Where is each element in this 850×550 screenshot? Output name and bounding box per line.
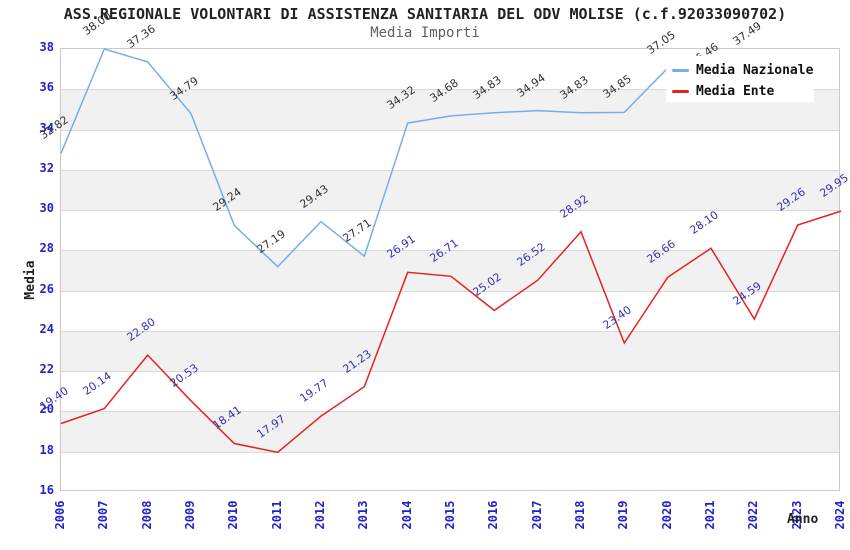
- x-tick-label: 2012: [313, 500, 327, 530]
- gridline: [61, 330, 839, 332]
- legend-item-media-ente: Media Ente: [672, 83, 814, 100]
- x-tick-label: 2022: [746, 500, 761, 530]
- x-tick-label: 2021: [703, 500, 717, 530]
- gridline: [61, 411, 839, 413]
- x-tick-label: 2024: [833, 500, 847, 530]
- x-tick-label: 2007: [96, 500, 111, 530]
- shaded-band: [61, 330, 839, 372]
- chart-title: ASS.REGIONALE VOLONTARI DI ASSISTENZA SA…: [63, 5, 787, 23]
- y-tick-label: 24: [39, 321, 54, 336]
- gridline: [61, 169, 839, 171]
- shaded-band: [61, 411, 839, 452]
- y-tick-label: 26: [39, 281, 54, 296]
- legend-item-media-nazionale: Media Nazionale: [672, 62, 814, 79]
- x-tick-label: 2014: [399, 500, 414, 530]
- series-line-media-ente: [60, 210, 842, 454]
- x-axis-title: Anno: [787, 512, 819, 527]
- blue-line-swatch-icon: [672, 69, 689, 72]
- gridline: [61, 210, 839, 212]
- plot-area: 32.82 38.00 37.36 34.79 29.24 27.19 29.43 27.71…: [38, 9, 850, 491]
- y-tick-label: 30: [39, 201, 54, 216]
- legend-label-media-ente: Media Ente: [696, 84, 775, 99]
- series-line-media-nazionale: [60, 48, 755, 268]
- x-tick-label: 2008: [139, 500, 154, 530]
- x-tick-label: 2011: [269, 500, 284, 530]
- x-tick-label: 2020: [659, 500, 674, 530]
- x-tick-label: 2018: [573, 500, 587, 530]
- y-tick-label: 36: [39, 80, 54, 95]
- gridline: [61, 371, 839, 373]
- x-tick-label: 2017: [529, 500, 544, 530]
- x-tick-label: 2006: [53, 500, 67, 530]
- y-tick-label: 18: [39, 442, 54, 457]
- gridline: [61, 451, 839, 453]
- shaded-band: [61, 250, 839, 291]
- chart-subtitle: Media Importi: [370, 25, 480, 41]
- y-tick-label: 16: [39, 483, 54, 497]
- y-tick-label: 34: [39, 120, 54, 135]
- gridline: [61, 89, 839, 91]
- x-tick-label: 2016: [486, 500, 501, 530]
- y-tick-label: 28: [39, 241, 54, 256]
- x-tick-label: 2019: [616, 500, 631, 530]
- shaded-band: [61, 169, 839, 211]
- x-tick-label: 2013: [356, 500, 371, 530]
- y-tick-label: 22: [39, 362, 54, 377]
- y-tick-label: 38: [39, 40, 54, 54]
- legend: Media Nazionale Media Ente: [666, 56, 814, 102]
- legend-label-media-nazionale: Media Nazionale: [696, 63, 814, 78]
- x-tick-label: 2010: [226, 500, 241, 530]
- x-tick-label: 2015: [443, 500, 457, 530]
- red-line-swatch-icon: [672, 90, 689, 93]
- y-tick-label: 32: [39, 160, 54, 175]
- gridline: [61, 129, 839, 131]
- gridline: [61, 290, 839, 292]
- series-lines: [60, 48, 842, 454]
- gridline: [61, 250, 839, 252]
- x-tick-label: 2009: [183, 500, 197, 530]
- y-tick-label: 20: [39, 402, 54, 417]
